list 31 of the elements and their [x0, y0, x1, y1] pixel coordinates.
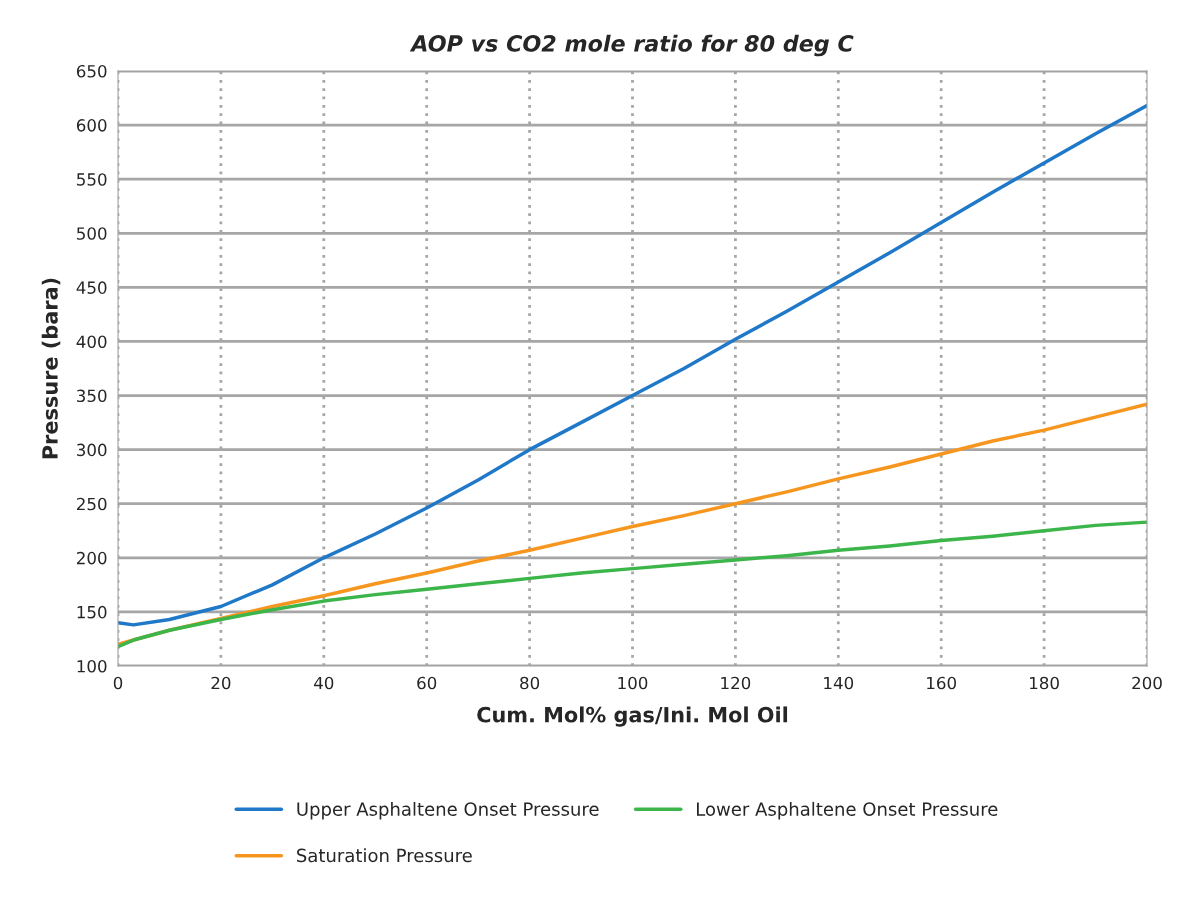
y-tick-label: 450: [76, 281, 107, 294]
x-tick-label: 100: [618, 676, 648, 690]
legend-label: Lower Asphaltene Onset Pressure: [697, 801, 998, 820]
y-axis-title: Pressure (bara): [41, 278, 61, 459]
x-tick-label: 120: [721, 676, 751, 690]
x-tick-label: 180: [1030, 676, 1059, 690]
x-tick-label: 0: [113, 676, 123, 690]
y-tick-label: 300: [77, 443, 107, 457]
y-tick-label: 600: [76, 119, 107, 132]
x-tick-label: 140: [824, 676, 854, 690]
y-tick-label: 350: [77, 389, 107, 403]
x-axis-title: Cum. Mol% gas/Ini. Mol Oil: [477, 706, 788, 727]
line-series: [118, 520, 1147, 649]
legend-label: Saturation Pressure: [297, 848, 472, 863]
y-tick-label: 100: [77, 659, 107, 673]
x-tick-label: 160: [927, 676, 956, 690]
x-tick-label: 200: [1132, 676, 1162, 690]
y-tick-label: 650: [76, 64, 107, 78]
x-tick-label: 80: [520, 676, 540, 690]
x-tick-label: 60: [417, 676, 437, 690]
line-series: [118, 103, 1147, 627]
x-tick-label: 20: [211, 676, 231, 690]
x-tick-label: 40: [314, 676, 334, 690]
y-tick-label: 250: [76, 497, 107, 511]
y-tick-label: 200: [76, 551, 107, 565]
legend-label: Upper Asphaltene Onset Pressure: [297, 801, 599, 820]
y-tick-label: 150: [77, 605, 107, 619]
y-tick-label: 550: [77, 173, 107, 186]
y-tick-label: 500: [77, 227, 107, 240]
chart-title: AOP vs CO2 mole ratio for 80 deg C: [409, 34, 854, 57]
y-tick-label: 400: [76, 335, 107, 349]
